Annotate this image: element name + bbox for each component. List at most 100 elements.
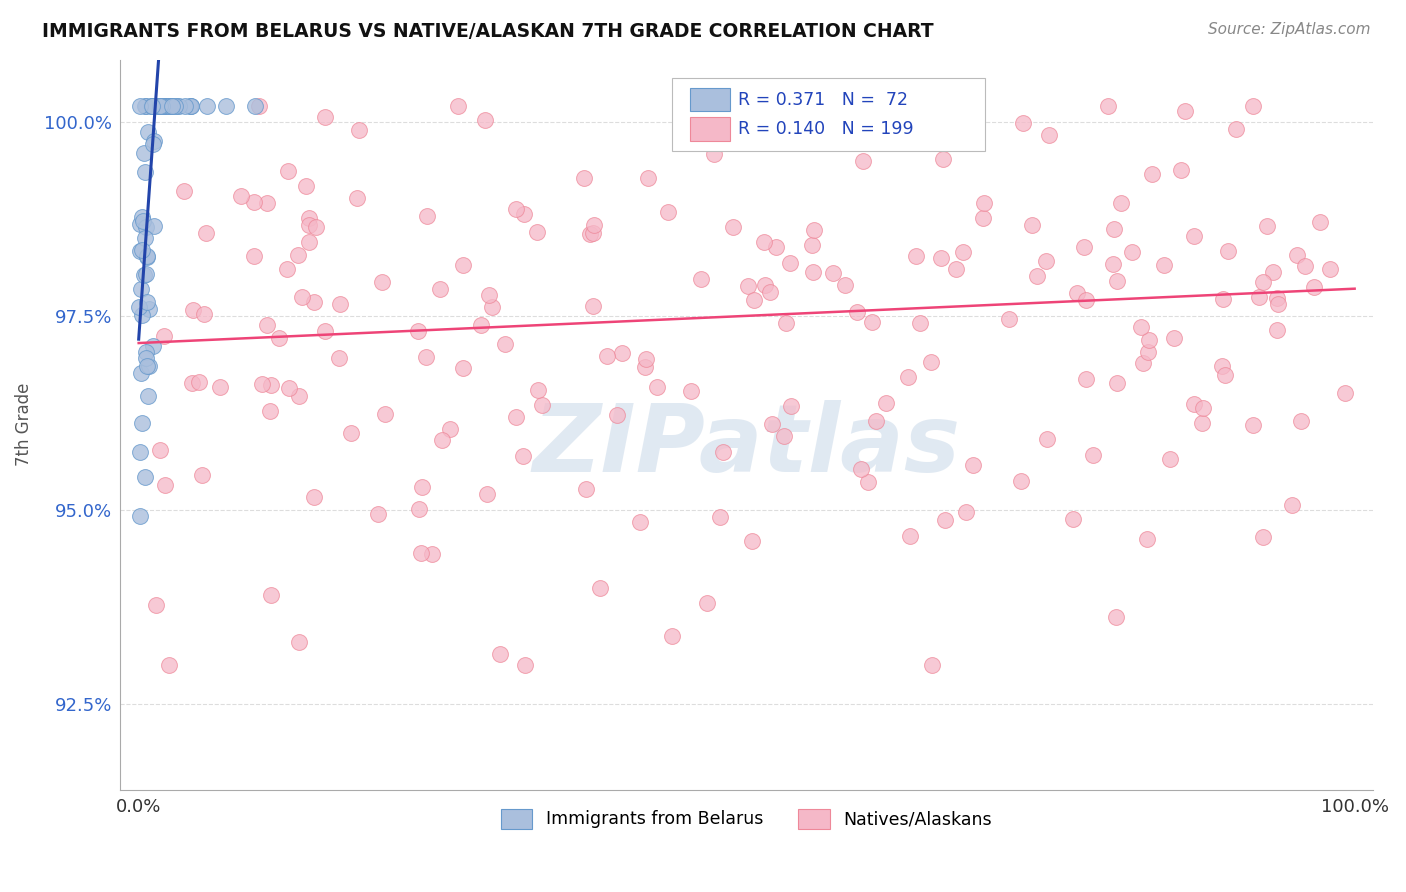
Point — [1062, 512, 1084, 526]
Point — [134, 99, 156, 113]
Point — [929, 252, 952, 266]
Point — [628, 515, 651, 529]
Point — [143, 134, 166, 148]
Point — [713, 445, 735, 459]
Point — [1021, 218, 1043, 232]
Point — [526, 225, 548, 239]
Point — [415, 350, 437, 364]
Point — [135, 344, 157, 359]
Point — [288, 634, 311, 648]
Point — [259, 403, 281, 417]
Point — [1267, 297, 1289, 311]
Point — [156, 99, 179, 113]
Point — [173, 184, 195, 198]
Point — [779, 255, 801, 269]
Text: R = 0.140   N = 199: R = 0.140 N = 199 — [738, 120, 914, 138]
FancyBboxPatch shape — [672, 78, 984, 151]
Point — [779, 399, 801, 413]
Point — [505, 409, 527, 424]
Point — [637, 170, 659, 185]
Point — [305, 220, 328, 235]
Point — [187, 375, 209, 389]
Point — [530, 398, 553, 412]
Point — [256, 196, 278, 211]
Point — [129, 366, 152, 380]
FancyBboxPatch shape — [690, 88, 730, 112]
Point — [1263, 265, 1285, 279]
Point — [801, 264, 824, 278]
Point — [1281, 498, 1303, 512]
Point — [1130, 319, 1153, 334]
Point — [269, 331, 291, 345]
Point — [1294, 259, 1316, 273]
Point — [1182, 396, 1205, 410]
Point — [134, 165, 156, 179]
Point — [513, 207, 536, 221]
Point — [860, 315, 883, 329]
Point — [962, 458, 984, 472]
Point — [349, 123, 371, 137]
Point — [129, 508, 152, 523]
Point — [582, 218, 605, 232]
Point — [952, 245, 974, 260]
Point — [153, 478, 176, 492]
Point — [159, 99, 181, 113]
Point — [179, 99, 201, 113]
Point — [1140, 167, 1163, 181]
Point — [411, 546, 433, 560]
Point — [134, 231, 156, 245]
Point — [834, 277, 856, 292]
Point — [155, 99, 177, 113]
Point — [136, 125, 159, 139]
Point — [761, 417, 783, 432]
Point — [181, 302, 204, 317]
Point — [288, 389, 311, 403]
Point — [905, 249, 928, 263]
Point — [346, 191, 368, 205]
Point — [128, 300, 150, 314]
Point — [1211, 359, 1233, 374]
Point — [972, 211, 994, 226]
Point — [470, 318, 492, 332]
Point — [679, 384, 702, 398]
Point — [1334, 385, 1357, 400]
Point — [773, 428, 796, 442]
Point — [247, 99, 270, 113]
Point — [1081, 448, 1104, 462]
Point — [494, 337, 516, 351]
Point — [215, 99, 238, 113]
Point — [159, 99, 181, 113]
Point — [1121, 244, 1143, 259]
Point — [737, 278, 759, 293]
Point — [527, 383, 550, 397]
Point — [256, 318, 278, 332]
Point — [367, 507, 389, 521]
Point — [155, 99, 177, 113]
Point — [1170, 163, 1192, 178]
Point — [132, 268, 155, 282]
Point — [260, 378, 283, 392]
Point — [314, 324, 336, 338]
Point — [997, 311, 1019, 326]
Point — [744, 293, 766, 308]
Point — [231, 188, 253, 202]
Point — [278, 381, 301, 395]
Point — [1076, 293, 1098, 308]
Point — [277, 163, 299, 178]
Point — [645, 380, 668, 394]
Point — [370, 275, 392, 289]
Point — [149, 99, 172, 113]
Point — [155, 99, 177, 113]
Point — [1111, 196, 1133, 211]
Point — [195, 227, 218, 241]
Point — [208, 380, 231, 394]
Point — [328, 351, 350, 366]
Point — [136, 389, 159, 403]
Point — [142, 136, 165, 151]
Point — [634, 351, 657, 366]
Point — [1212, 292, 1234, 306]
Point — [148, 99, 170, 113]
Point — [721, 219, 744, 234]
Point — [135, 295, 157, 310]
Point — [696, 595, 718, 609]
